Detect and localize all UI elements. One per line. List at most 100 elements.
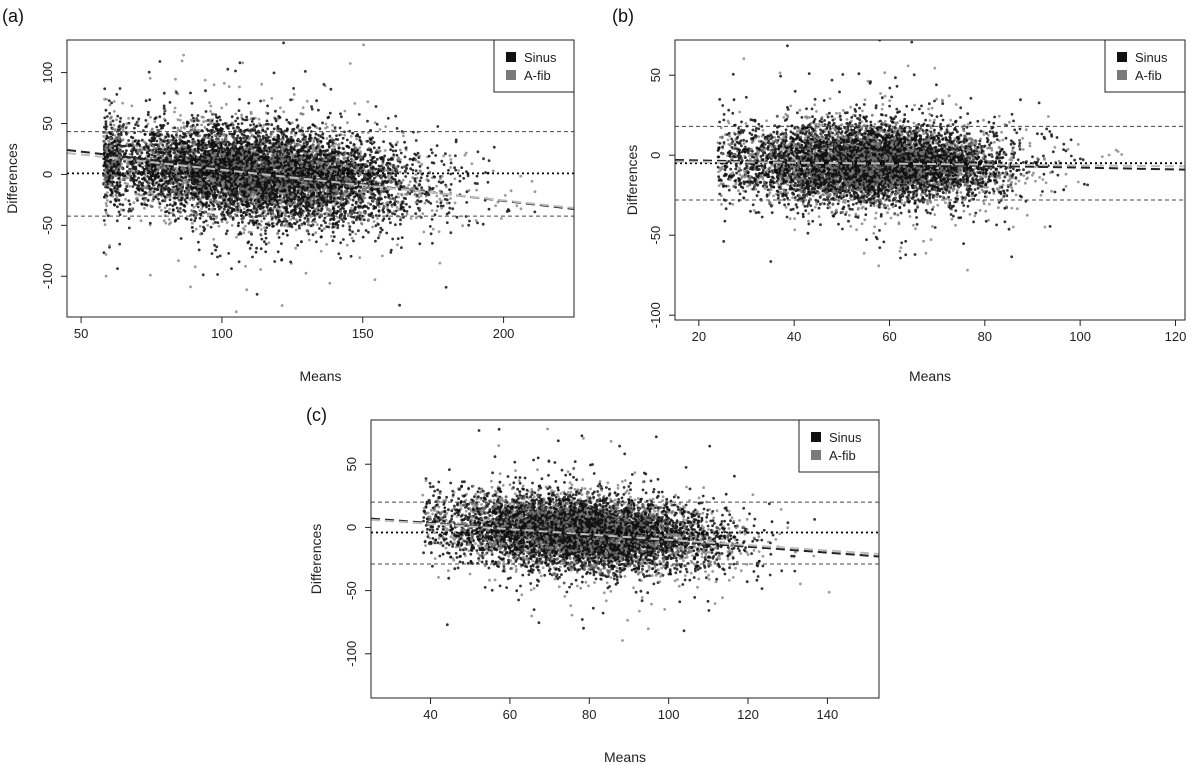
point-sinus (318, 188, 321, 191)
point-sinus (408, 205, 412, 209)
point-afib (300, 126, 304, 130)
point-sinus (382, 140, 385, 144)
point-afib (509, 189, 513, 193)
point-sinus (414, 169, 418, 173)
point-afib (349, 206, 353, 210)
point-sinus (453, 166, 456, 170)
point-sinus (276, 250, 280, 254)
point-afib (404, 171, 408, 174)
point-sinus (255, 246, 258, 250)
point-sinus (256, 226, 260, 230)
point-afib (220, 138, 224, 141)
point-sinus (127, 199, 131, 203)
point-afib (355, 137, 359, 141)
point-afib (260, 82, 264, 86)
point-sinus (209, 217, 213, 221)
point-sinus (437, 180, 441, 184)
point-sinus (261, 211, 265, 215)
point-afib (199, 203, 202, 206)
point-sinus (311, 233, 315, 237)
point-afib (396, 140, 399, 144)
point-sinus (430, 151, 434, 155)
point-sinus (319, 224, 323, 227)
point-sinus (430, 161, 434, 165)
point-sinus (237, 221, 241, 225)
point-sinus (265, 133, 268, 137)
point-afib (208, 101, 211, 104)
point-sinus (125, 185, 129, 188)
point-afib (333, 145, 336, 149)
point-sinus (167, 211, 171, 215)
point-sinus (277, 229, 281, 233)
point-sinus (137, 139, 140, 143)
point-afib (417, 195, 421, 199)
point-sinus (372, 140, 376, 144)
point-afib (348, 198, 352, 201)
point-sinus (210, 252, 214, 256)
point-sinus (214, 248, 218, 252)
point-sinus (303, 216, 307, 220)
point-afib (439, 177, 442, 181)
point-afib (405, 212, 409, 216)
point-afib (328, 281, 332, 285)
point-sinus (245, 118, 249, 122)
point-sinus (492, 145, 496, 149)
point-afib (245, 288, 249, 292)
point-sinus (127, 226, 131, 230)
point-sinus (377, 146, 381, 150)
point-sinus (195, 123, 199, 127)
point-afib (408, 180, 412, 184)
point-sinus (375, 157, 379, 161)
point-afib (325, 243, 328, 246)
point-sinus (204, 89, 207, 93)
point-sinus (342, 147, 345, 151)
point-afib (530, 179, 534, 183)
point-sinus (251, 255, 254, 259)
point-afib (203, 125, 207, 129)
point-sinus (181, 193, 184, 197)
point-sinus (351, 203, 354, 207)
point-sinus (238, 98, 241, 101)
point-afib (173, 106, 177, 110)
point-sinus (364, 229, 368, 232)
point-sinus (228, 206, 232, 210)
point-sinus (109, 123, 113, 126)
point-afib (128, 152, 132, 156)
point-afib (305, 99, 309, 103)
point-afib (330, 234, 333, 238)
point-sinus (155, 139, 159, 143)
point-sinus (339, 112, 342, 116)
point-sinus (408, 157, 412, 161)
point-afib (449, 197, 452, 200)
point-afib (240, 113, 244, 117)
point-afib (372, 220, 376, 223)
point-afib (290, 121, 294, 125)
point-sinus (417, 156, 421, 160)
point-afib (230, 224, 234, 227)
point-sinus (236, 122, 240, 126)
point-afib (168, 207, 172, 211)
point-sinus (193, 219, 197, 223)
point-afib (438, 197, 442, 201)
point-afib (189, 118, 193, 122)
point-afib (225, 221, 229, 224)
point-afib (158, 205, 161, 209)
point-sinus (394, 223, 397, 227)
point-sinus (366, 159, 370, 163)
point-sinus (169, 144, 173, 147)
point-sinus (105, 115, 109, 118)
point-afib (294, 202, 297, 206)
point-sinus (383, 195, 387, 199)
point-sinus (323, 216, 327, 220)
point-sinus (276, 133, 280, 137)
point-sinus (189, 218, 193, 222)
point-sinus (247, 240, 251, 244)
point-sinus (280, 242, 283, 246)
point-afib (533, 190, 537, 194)
point-sinus (360, 142, 363, 146)
point-sinus (367, 206, 370, 210)
point-afib (301, 106, 305, 109)
point-sinus (213, 123, 217, 127)
point-sinus (108, 112, 112, 115)
point-afib (282, 110, 286, 114)
